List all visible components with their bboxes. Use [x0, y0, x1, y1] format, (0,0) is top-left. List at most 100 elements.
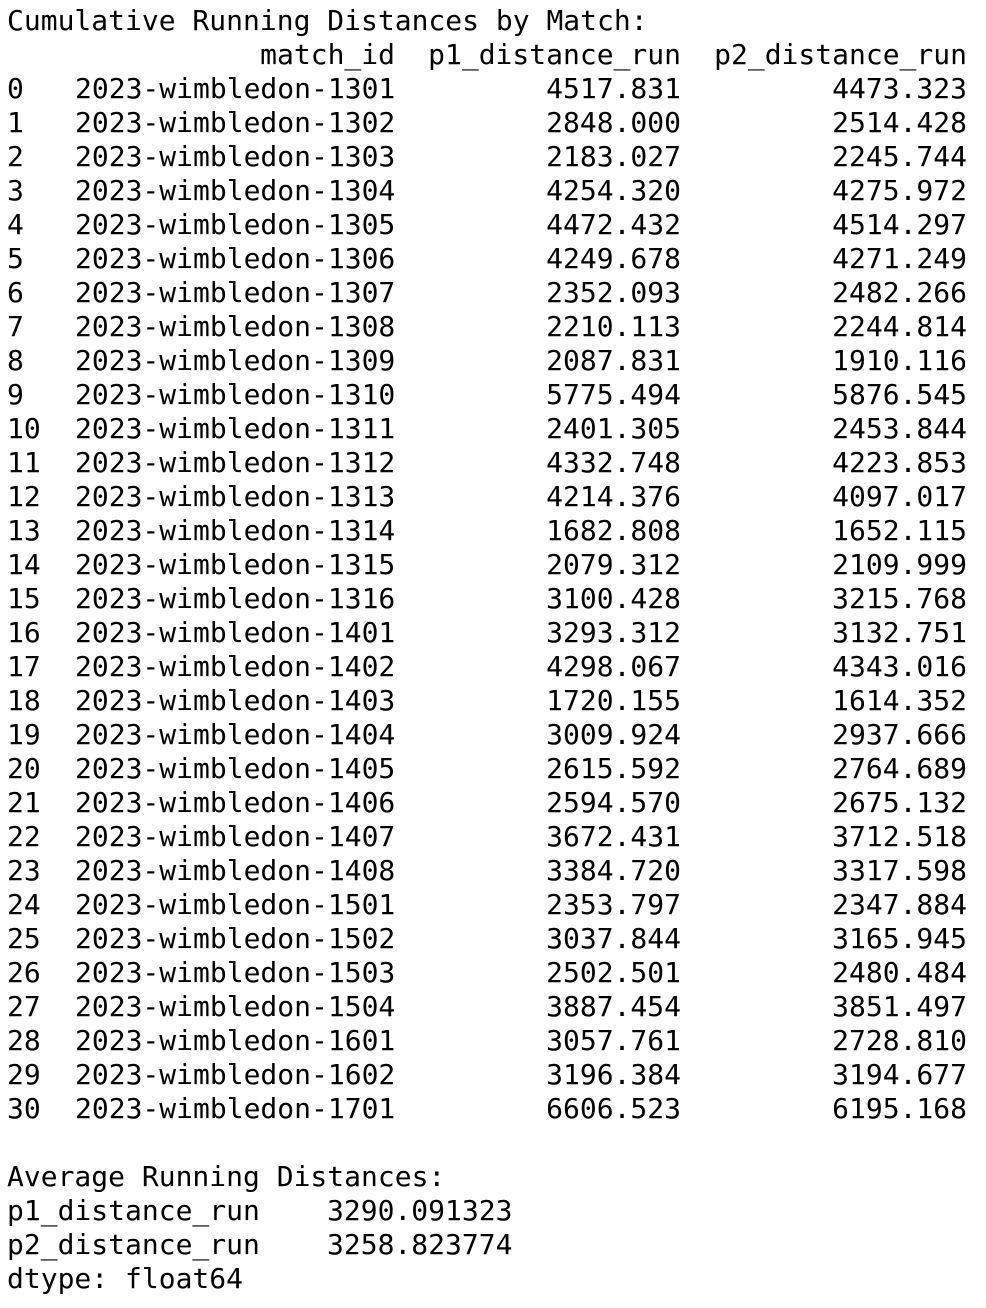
p2-distance-cell: 2764.689 [832, 752, 967, 785]
row-index: 23 [7, 854, 41, 887]
p1-distance-cell: 4214.376 [546, 480, 681, 513]
table-row: 6 2023-wimbledon-1307 2352.093 2482.266 [7, 276, 967, 310]
row-index: 6 [7, 276, 24, 309]
row-index: 17 [7, 650, 41, 683]
p2-distance-cell: 2244.814 [832, 310, 967, 343]
output-title: Cumulative Running Distances by Match: [7, 4, 648, 37]
table-row: 12 2023-wimbledon-1313 4214.376 4097.017 [7, 480, 967, 514]
match-id-cell: 2023-wimbledon-1401 [75, 616, 396, 649]
table-row: 2 2023-wimbledon-1303 2183.027 2245.744 [7, 140, 967, 174]
match-id-cell: 2023-wimbledon-1408 [75, 854, 396, 887]
p2-distance-cell: 4275.972 [832, 174, 967, 207]
summary-list: p1_distance_run 3290.091323 p2_distance_ru… [7, 1194, 967, 1262]
p2-distance-cell: 4097.017 [832, 480, 967, 513]
p1-distance-cell: 2848.000 [546, 106, 681, 139]
match-id-cell: 2023-wimbledon-1307 [75, 276, 396, 309]
row-index: 21 [7, 786, 41, 819]
match-id-cell: 2023-wimbledon-1310 [75, 378, 396, 411]
row-index: 14 [7, 548, 41, 581]
p2-distance-cell: 3851.497 [832, 990, 967, 1023]
table-row: 20 2023-wimbledon-1405 2615.592 2764.689 [7, 752, 967, 786]
p2-distance-cell: 2245.744 [832, 140, 967, 173]
row-index: 4 [7, 208, 24, 241]
table-row: 28 2023-wimbledon-1601 3057.761 2728.810 [7, 1024, 967, 1058]
row-index: 22 [7, 820, 41, 853]
p1-distance-cell: 2210.113 [546, 310, 681, 343]
p1-distance-cell: 2502.501 [546, 956, 681, 989]
row-index: 15 [7, 582, 41, 615]
p1-distance-cell: 4472.432 [546, 208, 681, 241]
row-index: 24 [7, 888, 41, 921]
row-index: 7 [7, 310, 24, 343]
table-row: 21 2023-wimbledon-1406 2594.570 2675.132 [7, 786, 967, 820]
summary-value: 3290.091323 [327, 1194, 513, 1227]
row-index: 30 [7, 1092, 41, 1125]
row-index: 18 [7, 684, 41, 717]
p1-distance-cell: 2615.592 [546, 752, 681, 785]
index-column-header [7, 38, 75, 72]
p2-distance-cell: 4514.297 [832, 208, 967, 241]
row-index: 20 [7, 752, 41, 785]
p1-distance-cell: 2352.093 [546, 276, 681, 309]
p1-distance-cell: 3672.431 [546, 820, 681, 853]
table-row: 24 2023-wimbledon-1501 2353.797 2347.884 [7, 888, 967, 922]
table-row: 7 2023-wimbledon-1308 2210.113 2244.814 [7, 310, 967, 344]
p1-distance-cell: 4298.067 [546, 650, 681, 683]
match-id-cell: 2023-wimbledon-1316 [75, 582, 396, 615]
p2-distance-cell: 4473.323 [832, 72, 967, 105]
p2-distance-cell: 3215.768 [832, 582, 967, 615]
p1-distance-cell: 2079.312 [546, 548, 681, 581]
p2-distance-cell: 1614.352 [832, 684, 967, 717]
table-row: 29 2023-wimbledon-1602 3196.384 3194.677 [7, 1058, 967, 1092]
table-row: 1 2023-wimbledon-1302 2848.000 2514.428 [7, 106, 967, 140]
table-row: 23 2023-wimbledon-1408 3384.720 3317.598 [7, 854, 967, 888]
match-id-cell: 2023-wimbledon-1302 [75, 106, 396, 139]
summary-row: p1_distance_run 3290.091323 [7, 1194, 967, 1228]
table-row: 4 2023-wimbledon-1305 4472.432 4514.297 [7, 208, 967, 242]
summary-key: p2_distance_run [7, 1228, 260, 1261]
row-index: 25 [7, 922, 41, 955]
p1-distance-cell: 5775.494 [546, 378, 681, 411]
match-id-cell: 2023-wimbledon-1301 [75, 72, 396, 105]
table-row: 30 2023-wimbledon-1701 6606.523 6195.168 [7, 1092, 967, 1126]
table-row: 0 2023-wimbledon-1301 4517.831 4473.323 [7, 72, 967, 106]
table-row: 14 2023-wimbledon-1315 2079.312 2109.999 [7, 548, 967, 582]
p1-distance-cell: 1682.808 [546, 514, 681, 547]
match-id-cell: 2023-wimbledon-1305 [75, 208, 396, 241]
table-row: 8 2023-wimbledon-1309 2087.831 1910.116 [7, 344, 967, 378]
match-id-cell: 2023-wimbledon-1405 [75, 752, 396, 785]
p1-distance-column-header: p1_distance_run [428, 38, 681, 71]
p2-distance-cell: 2347.884 [832, 888, 967, 921]
match-id-cell: 2023-wimbledon-1311 [75, 412, 396, 445]
match-id-cell: 2023-wimbledon-1502 [75, 922, 396, 955]
table-row: 16 2023-wimbledon-1401 3293.312 3132.751 [7, 616, 967, 650]
p2-distance-cell: 4223.853 [832, 446, 967, 479]
match-id-cell: 2023-wimbledon-1315 [75, 548, 396, 581]
table-row: 26 2023-wimbledon-1503 2502.501 2480.484 [7, 956, 967, 990]
row-index: 19 [7, 718, 41, 751]
p2-distance-cell: 2482.266 [832, 276, 967, 309]
match-id-cell: 2023-wimbledon-1406 [75, 786, 396, 819]
p2-distance-cell: 4343.016 [832, 650, 967, 683]
p2-distance-cell: 2109.999 [832, 548, 967, 581]
summary-value: 3258.823774 [327, 1228, 513, 1261]
p2-distance-cell: 2514.428 [832, 106, 967, 139]
p1-distance-cell: 3887.454 [546, 990, 681, 1023]
row-index: 12 [7, 480, 41, 513]
p1-distance-cell: 4332.748 [546, 446, 681, 479]
p2-distance-cell: 3132.751 [832, 616, 967, 649]
p2-distance-cell: 3165.945 [832, 922, 967, 955]
row-index: 26 [7, 956, 41, 989]
table-row: 9 2023-wimbledon-1310 5775.494 5876.545 [7, 378, 967, 412]
p2-distance-cell: 2675.132 [832, 786, 967, 819]
p2-distance-cell: 2728.810 [832, 1024, 967, 1057]
p1-distance-cell: 4254.320 [546, 174, 681, 207]
match-id-cell: 2023-wimbledon-1308 [75, 310, 396, 343]
match-id-cell: 2023-wimbledon-1314 [75, 514, 396, 547]
row-index: 1 [7, 106, 24, 139]
match-id-column-header: match_id [260, 38, 395, 71]
row-index: 27 [7, 990, 41, 1023]
table-row: 15 2023-wimbledon-1316 3100.428 3215.768 [7, 582, 967, 616]
match-id-cell: 2023-wimbledon-1601 [75, 1024, 396, 1057]
summary-dtype: dtype: float64 [7, 1262, 244, 1295]
